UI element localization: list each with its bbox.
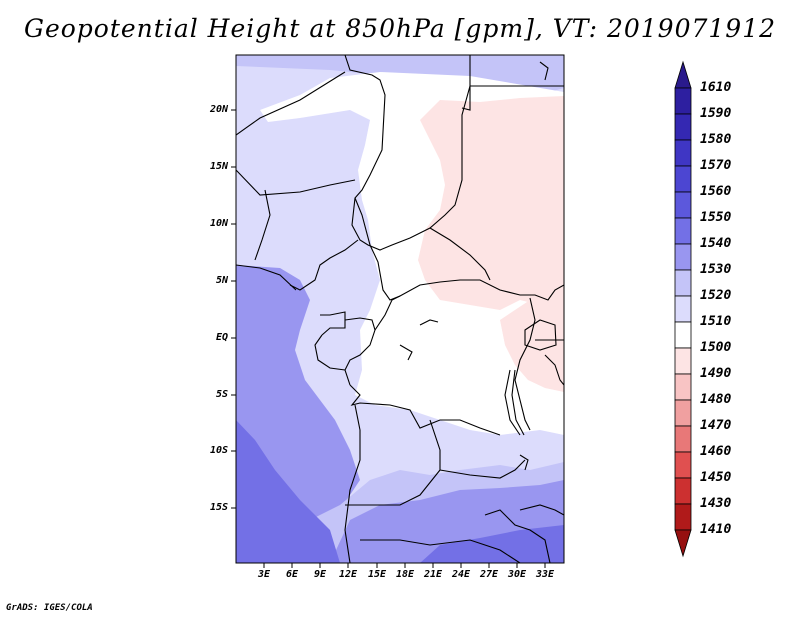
colorbar-segment: [674, 373, 692, 401]
lon-label-18e: 18E: [395, 569, 415, 580]
colorbar-label: 1560: [700, 184, 732, 199]
map-frame: [235, 54, 565, 564]
chart-title: Geopotential Height at 850hPa [gpm], VT:…: [23, 14, 777, 43]
colorbar-segment: [674, 477, 692, 505]
colorbar: [674, 60, 692, 558]
lon-label-3e: 3E: [257, 569, 271, 580]
lat-label-10n: 10N: [209, 218, 228, 229]
lat-label-eq: EQ: [215, 332, 228, 343]
lat-label-5s: 5S: [215, 389, 228, 400]
colorbar-label: 1580: [700, 132, 732, 147]
colorbar-segment: [674, 347, 692, 375]
colorbar-label: 1490: [700, 366, 732, 381]
colorbar-segment: [674, 269, 692, 297]
colorbar-label: 1610: [700, 80, 732, 95]
lat-label-15s: 15S: [209, 502, 228, 513]
colorbar-segment: [674, 503, 692, 531]
grads-credit: GrADS: IGES/COLA: [6, 603, 93, 613]
colorbar-label: 1470: [700, 418, 732, 433]
country-borders: [236, 55, 564, 563]
colorbar-label: 1510: [700, 314, 732, 329]
colorbar-segment: [674, 451, 692, 479]
lat-label-10s: 10S: [209, 445, 228, 456]
colorbar-segment: [674, 321, 692, 349]
colorbar-label: 1480: [700, 392, 732, 407]
lon-label-15e: 15E: [367, 569, 387, 580]
colorbar-segment: [674, 87, 692, 115]
colorbar-segment: [674, 60, 692, 89]
colorbar-label: 1520: [700, 288, 732, 303]
colorbar-segment: [674, 165, 692, 193]
colorbar-label: 1570: [700, 158, 732, 173]
colorbar-label: 1460: [700, 444, 732, 459]
lon-ticks: [263, 563, 546, 568]
colorbar-label: 1590: [700, 106, 732, 121]
lat-label-20n: 20N: [209, 104, 228, 115]
field-1550-south: [420, 525, 564, 563]
colorbar-label: 1500: [700, 340, 732, 355]
colorbar-segment: [674, 243, 692, 271]
field-1500-east: [500, 298, 564, 392]
colorbar-segment: [674, 399, 692, 427]
colorbar-segment: [674, 139, 692, 167]
lon-label-33e: 33E: [535, 569, 555, 580]
colorbar-label: 1540: [700, 236, 732, 251]
lon-label-24e: 24E: [451, 569, 471, 580]
colorbar-label: 1410: [700, 522, 732, 537]
colorbar-label: 1530: [700, 262, 732, 277]
lon-label-9e: 9E: [313, 569, 327, 580]
colorbar-label: 1430: [700, 496, 732, 511]
colorbar-segment: [674, 217, 692, 245]
lon-label-6e: 6E: [285, 569, 299, 580]
colorbar-label: 1450: [700, 470, 732, 485]
colorbar-segment: [674, 425, 692, 453]
height-field: [236, 55, 564, 563]
colorbar-label: 1550: [700, 210, 732, 225]
lat-label-15n: 15N: [209, 161, 228, 172]
lon-label-21e: 21E: [423, 569, 443, 580]
colorbar-segment: [674, 113, 692, 141]
lat-label-5n: 5N: [215, 275, 228, 286]
lon-label-12e: 12E: [338, 569, 358, 580]
field-1550-southwest: [236, 420, 340, 563]
lon-label-27e: 27E: [479, 569, 499, 580]
colorbar-segment: [674, 295, 692, 323]
colorbar-segment: [674, 529, 692, 558]
lon-label-30e: 30E: [507, 569, 527, 580]
lat-ticks: [231, 109, 236, 509]
field-1500-north: [418, 96, 564, 310]
colorbar-segment: [674, 191, 692, 219]
